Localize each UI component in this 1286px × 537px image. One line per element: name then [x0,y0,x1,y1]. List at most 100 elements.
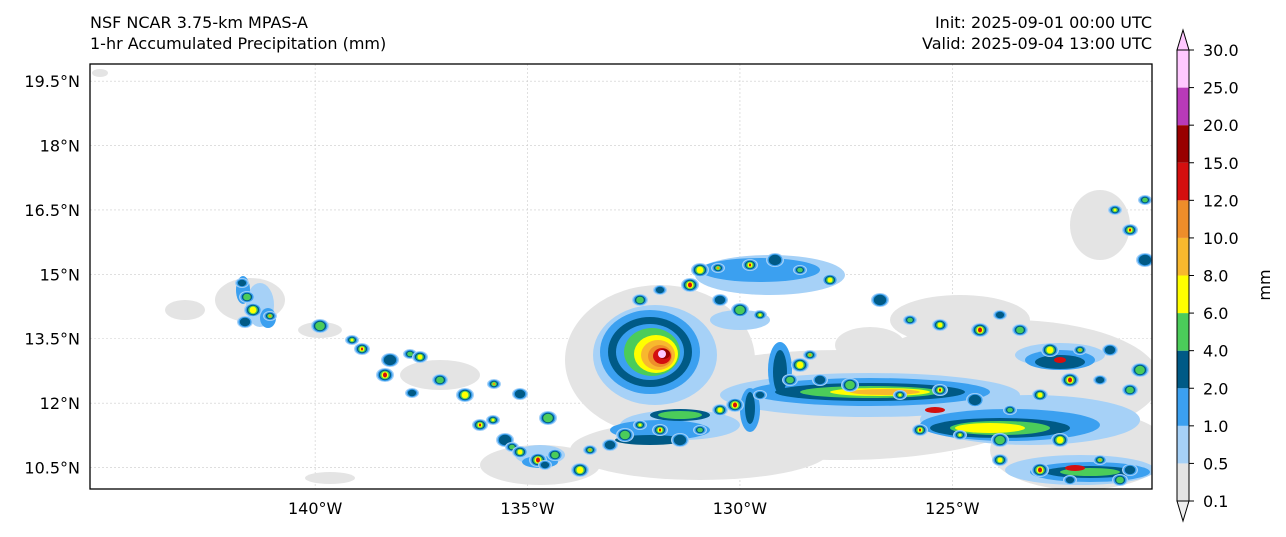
lon-tick-label: 140°W [288,499,343,518]
convective-cell [509,444,515,450]
colorbar-segment [1177,50,1189,88]
longitude-axis: 140°W 135°W 130°W 125°W [288,499,980,518]
convective-cell [517,449,523,455]
lat-tick-label: 12°N [40,394,80,413]
convective-cell [978,327,982,333]
plot-frame [89,63,1153,490]
convective-cell [551,451,559,459]
lat-tick-label: 19.5°N [24,72,80,91]
colorbar-segment [1177,162,1189,201]
precip-25mm [658,350,666,358]
convective-cell [673,434,687,446]
colorbar-tick-label: 12.0 [1203,191,1239,210]
convective-cell [937,322,943,328]
convective-cell [939,388,941,392]
convective-cell [461,391,469,399]
convective-cell [714,295,726,305]
lat-tick-label: 18°N [40,137,80,156]
convective-cell [1113,208,1117,212]
colorbar-tick-label: 30.0 [1203,41,1239,60]
convective-cell [796,361,804,369]
colorbar-segment [1177,237,1189,276]
colorbar-segment [1177,87,1189,126]
colorbar-segment [1177,313,1189,351]
lon-tick-label: 135°W [500,499,555,518]
convective-cell [907,317,913,323]
colorbar-tick-label: 1.0 [1203,417,1228,436]
convective-cell [786,376,794,384]
colorbar-segment [1177,275,1189,314]
convective-cell [636,296,644,304]
convective-cell [827,277,833,283]
colorbar-tick-label: 20.0 [1203,116,1239,135]
convective-cell [589,449,591,451]
convective-cell [493,383,495,385]
convective-cell [1126,386,1134,394]
colorbar-over-extension [1176,28,1190,51]
convective-cell [540,461,550,469]
convective-cell [479,423,481,427]
convective-cell [655,286,665,294]
convective-cell [1046,346,1054,354]
lon-tick-label: 130°W [713,499,768,518]
valid-time: Valid: 2025-09-04 13:00 UTC [921,34,1152,53]
convective-cell [498,434,512,446]
convective-cell [491,418,495,422]
convective-cell [997,457,1003,463]
convective-cell [361,347,363,351]
convective-cell [239,317,251,327]
convective-cell [243,293,251,301]
colorbar-under-extension [1176,500,1190,523]
convective-cell [919,428,921,432]
colorbar-segment [1177,125,1189,163]
init-time: Init: 2025-09-01 00:00 UTC [934,13,1152,32]
convective-cell [659,428,661,432]
lat-tick-label: 16.5°N [24,201,80,220]
convective-cell [1016,326,1024,334]
convective-cell [576,466,584,474]
colorbar-segment [1177,388,1189,426]
convective-cell [733,402,737,408]
convective-cell [1138,254,1152,266]
convective-cell [758,313,762,317]
colorbar-tick-label: 10.0 [1203,229,1239,248]
colorbar-tick-label: 0.1 [1203,492,1228,511]
convective-cell [383,372,387,378]
convective-cell [407,389,417,397]
convective-cell [417,354,423,360]
convective-cell [873,294,887,306]
convective-cell [898,393,902,397]
convective-cell [1068,377,1072,383]
colorbar-segment [1177,425,1189,464]
colorbar-tick-label: 0.5 [1203,454,1228,473]
convective-cell [350,338,354,342]
convective-cell [958,433,962,437]
colorbar-tick-label: 25.0 [1203,79,1239,98]
convective-cell [249,306,257,314]
convective-cell [604,440,616,450]
colorbar-segment [1177,200,1189,238]
convective-cell [995,435,1005,445]
convective-cell [845,380,855,390]
convective-cell [755,391,765,399]
convective-cell [536,457,540,463]
convective-cell [1038,467,1042,473]
convective-cell [768,254,782,266]
convective-cell [735,305,745,315]
colorbar-segment [1177,463,1189,501]
convective-cell [1065,476,1075,484]
convective-cell [995,311,1005,319]
convective-cell [1104,345,1116,355]
colorbar-segment [1177,350,1189,389]
lat-tick-label: 15°N [40,265,80,284]
colorbar-tick-label: 8.0 [1203,267,1228,286]
convective-cell [688,282,692,288]
convective-cell [1124,465,1136,475]
convective-cell [968,394,982,406]
convective-cell [814,375,826,385]
latitude-axis: 10.5°N 12°N 13.5°N 15°N 16.5°N 18°N 19.5°N [24,72,80,477]
lat-tick-label: 10.5°N [24,459,80,478]
convective-cell [269,315,271,317]
convective-cell [717,407,723,413]
